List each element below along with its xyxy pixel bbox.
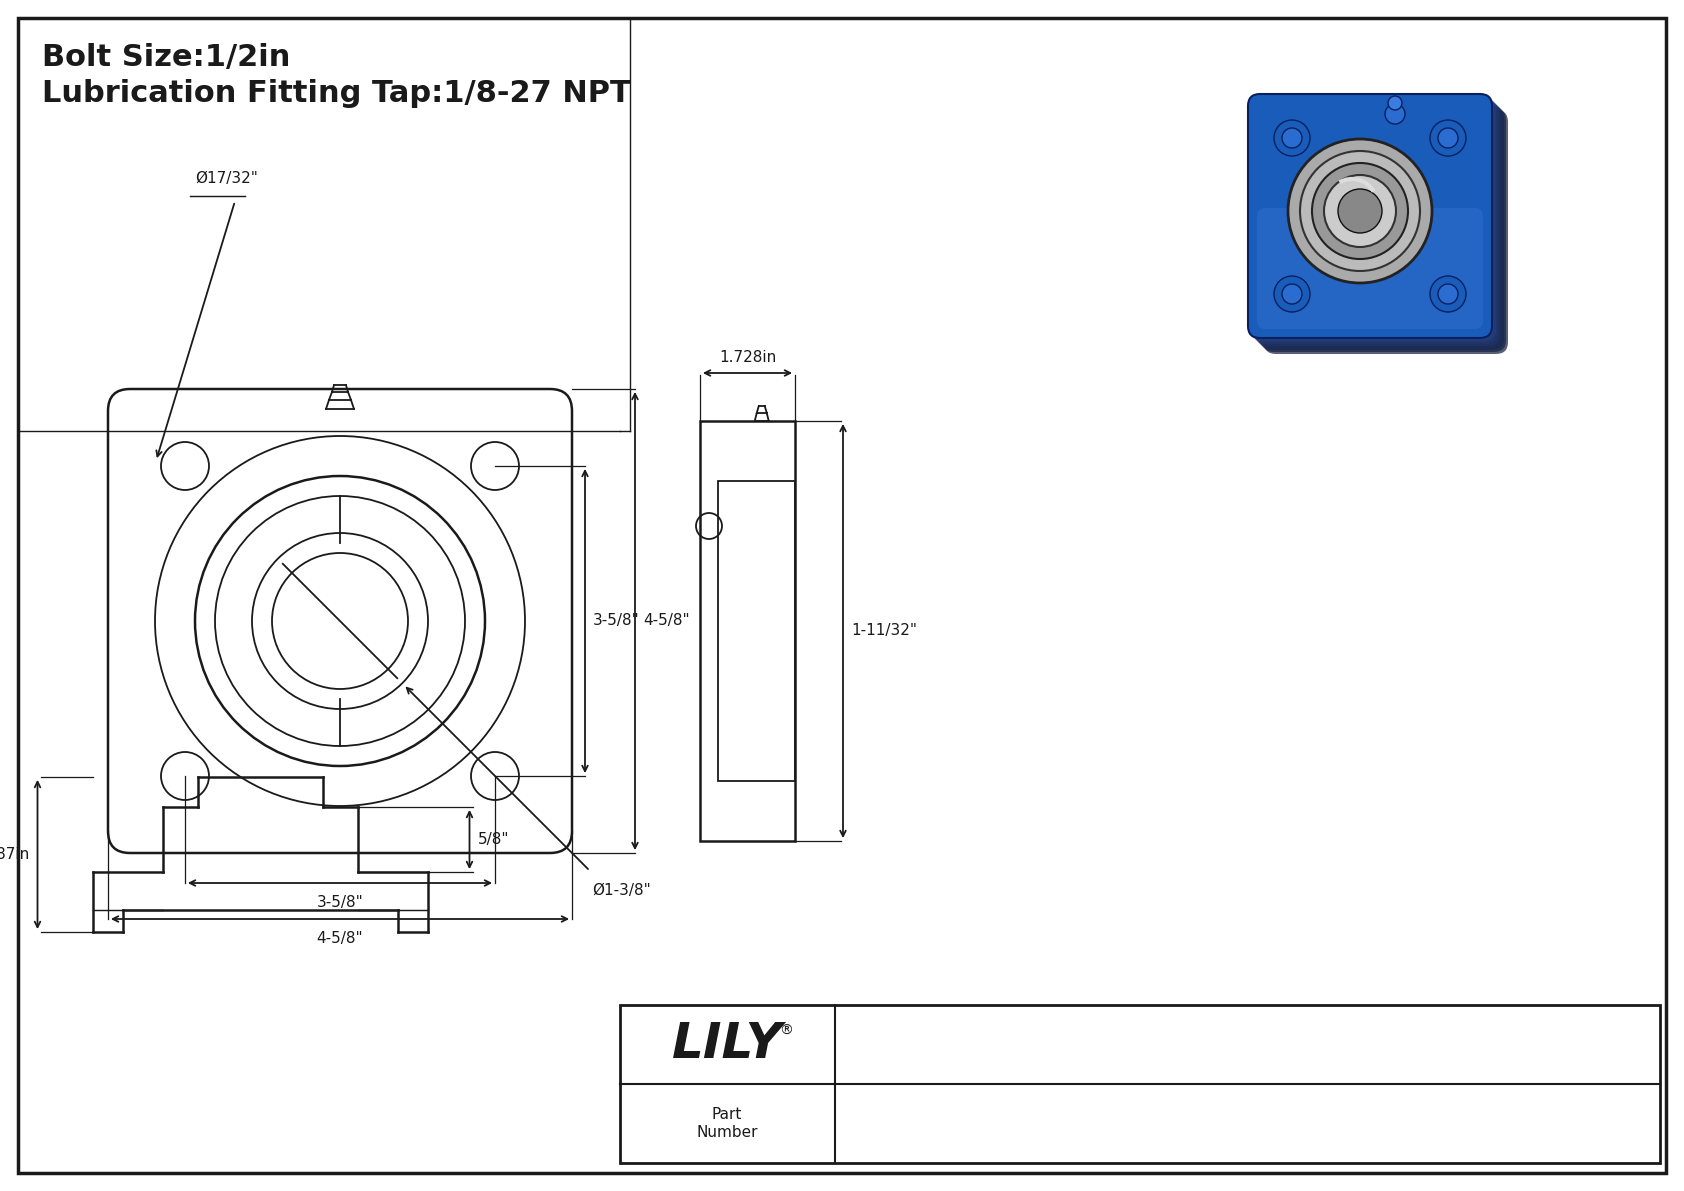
Circle shape (1282, 127, 1302, 148)
Circle shape (1324, 175, 1396, 247)
Circle shape (1282, 283, 1302, 304)
Circle shape (1275, 276, 1310, 312)
FancyBboxPatch shape (1248, 94, 1492, 338)
Text: 3-5/8": 3-5/8" (317, 894, 364, 910)
Text: 4-5/8": 4-5/8" (317, 931, 364, 946)
Bar (717, 481, 795, 781)
Text: Part
Number: Part Number (695, 1108, 758, 1140)
Text: 1.787in: 1.787in (0, 847, 30, 862)
FancyBboxPatch shape (1265, 110, 1507, 354)
Text: Bolt Size:1/2in: Bolt Size:1/2in (42, 43, 290, 71)
Circle shape (1384, 104, 1404, 124)
Circle shape (1430, 120, 1467, 156)
Circle shape (1388, 96, 1403, 110)
Bar (701, 420, 795, 841)
FancyBboxPatch shape (1255, 100, 1499, 344)
Text: LILY: LILY (672, 1021, 783, 1068)
Text: 4-5/8": 4-5/8" (643, 613, 690, 629)
Circle shape (1430, 276, 1467, 312)
FancyBboxPatch shape (1250, 96, 1494, 339)
Text: 1-11/32": 1-11/32" (850, 624, 918, 638)
Text: 3-5/8": 3-5/8" (593, 613, 640, 629)
Circle shape (1275, 120, 1310, 156)
Circle shape (1438, 283, 1458, 304)
Text: Ø17/32": Ø17/32" (195, 172, 258, 186)
FancyBboxPatch shape (1260, 106, 1504, 350)
Circle shape (1300, 151, 1420, 272)
FancyBboxPatch shape (1256, 102, 1500, 347)
FancyBboxPatch shape (1258, 104, 1502, 348)
FancyBboxPatch shape (1251, 98, 1495, 342)
Text: Lubrication Fitting Tap:1/8-27 NPT: Lubrication Fitting Tap:1/8-27 NPT (42, 79, 632, 108)
FancyBboxPatch shape (1261, 108, 1505, 353)
Text: 1.728in: 1.728in (719, 350, 776, 364)
Circle shape (1288, 139, 1431, 283)
Bar (620, 1005, 1660, 1162)
Text: Ø1-3/8": Ø1-3/8" (593, 883, 650, 898)
Circle shape (1339, 189, 1383, 233)
Circle shape (1312, 163, 1408, 258)
Circle shape (1438, 127, 1458, 148)
Text: 5/8": 5/8" (478, 833, 509, 847)
FancyBboxPatch shape (1256, 208, 1484, 329)
Text: ®: ® (780, 1023, 793, 1037)
